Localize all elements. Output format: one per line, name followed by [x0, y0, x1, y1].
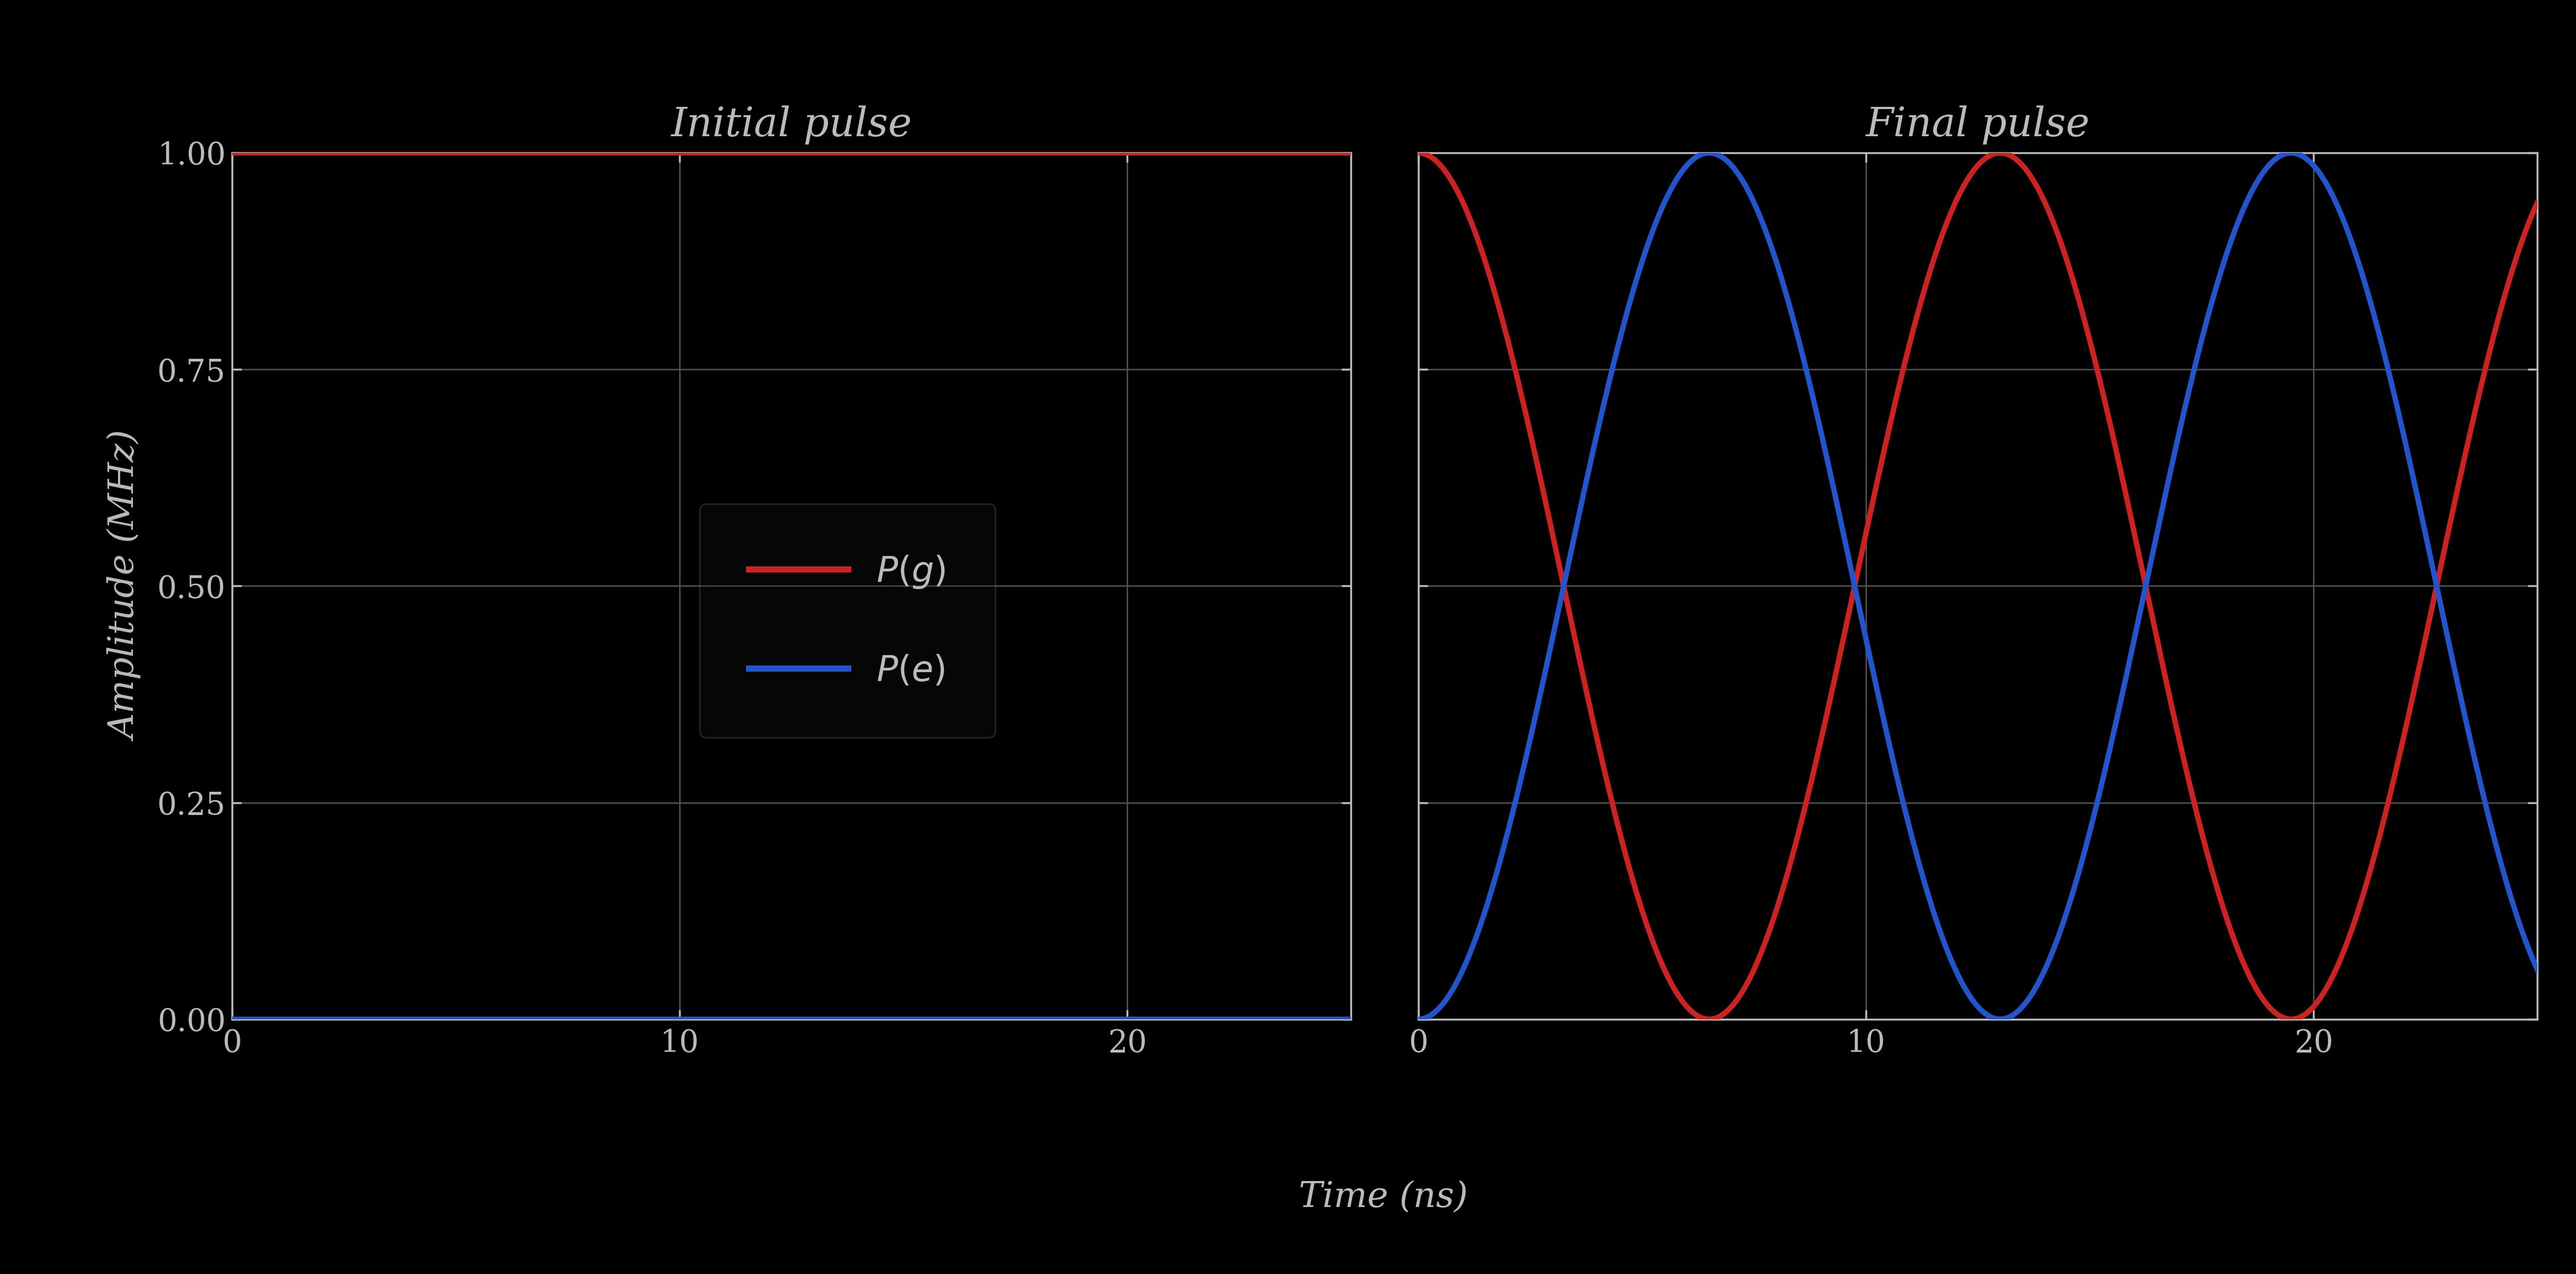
Y-axis label: Amplitude (MHz): Amplitude (MHz)	[108, 432, 144, 740]
Title: Initial pulse: Initial pulse	[670, 106, 912, 144]
Legend: $P(g)$, $P(e)$: $P(g)$, $P(e)$	[701, 505, 994, 738]
Text: Time (ns): Time (ns)	[1298, 1181, 1468, 1214]
Title: Final pulse: Final pulse	[1865, 106, 2089, 144]
